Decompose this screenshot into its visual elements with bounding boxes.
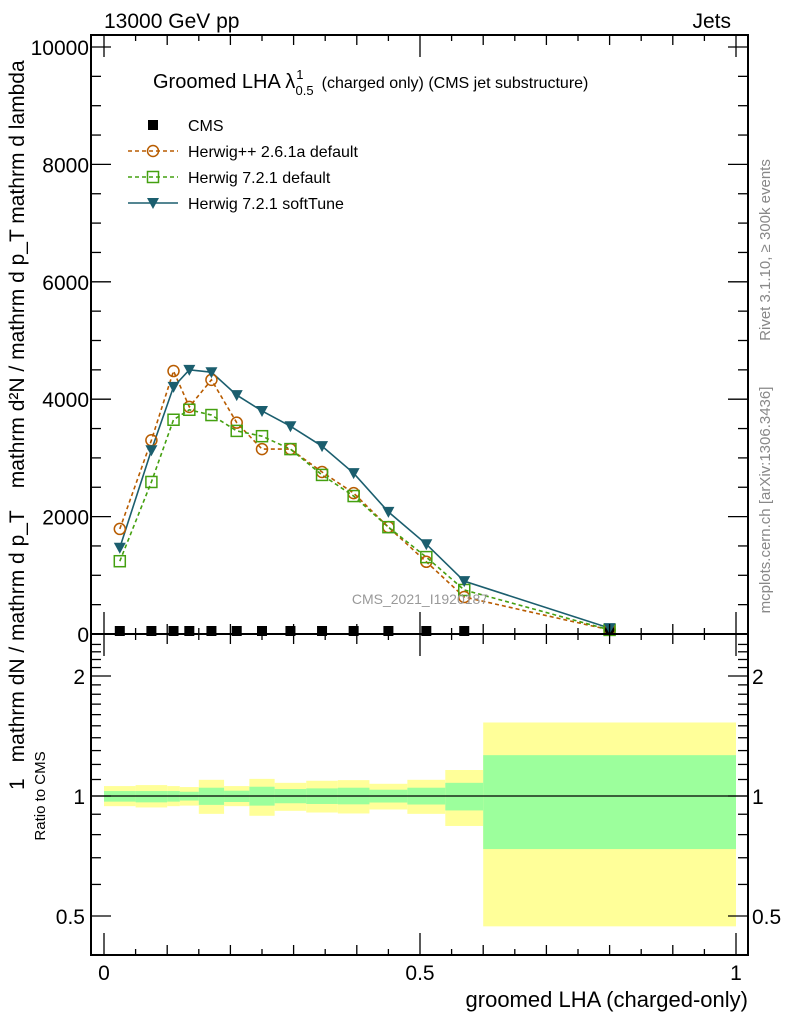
- data-point-cms: [206, 626, 217, 636]
- y-label-denominator: mathrm dN / mathrm d p_T: [6, 510, 29, 762]
- data-point-herwig-7-2-1-softtune: [420, 539, 433, 551]
- header-right: Jets: [692, 10, 731, 33]
- legend-marker-herwig-2-6-1a-default: [146, 144, 160, 158]
- data-point-cms: [184, 626, 195, 636]
- legend-label-herwig-7-2-1-default: Herwig 7.2.1 default: [188, 170, 331, 187]
- legend-marker-herwig-7-2-1-softtune: [147, 198, 159, 209]
- y-tick-label: 6000: [42, 272, 89, 295]
- legend-label-herwig-7-2-1-softtune: Herwig 7.2.1 softTune: [188, 196, 344, 213]
- data-point-herwig-7-2-1-softtune: [382, 506, 395, 518]
- data-point-herwig-7-2-1-softtune: [230, 390, 243, 402]
- y-axis-label-ratio: Ratio to CMS: [32, 751, 49, 840]
- x-tick-label: 1: [730, 962, 742, 985]
- data-point-herwig-2-6-1a-default: [230, 416, 243, 429]
- data-point-herwig-7-2-1-default: [167, 413, 180, 426]
- data-point-herwig-7-2-1-softtune: [256, 405, 268, 417]
- data-point-herwig-7-2-1-softtune: [205, 367, 218, 379]
- data-point-herwig-7-2-1-softtune: [183, 364, 196, 376]
- ratio-y-tick-label-right: 0.5: [752, 906, 781, 929]
- main-series-markers: [113, 364, 616, 637]
- data-point-herwig-7-2-1-softtune: [284, 421, 297, 433]
- legend-label-cms: CMS: [188, 118, 224, 135]
- data-point-herwig-7-2-1-softtune: [167, 381, 180, 393]
- ratio-y-tick-label: 0.5: [56, 906, 85, 929]
- data-point-cms: [348, 626, 359, 636]
- series-line-herwig-7-2-1-default: [119, 408, 610, 631]
- watermark: CMS_2021_I1920187: [352, 591, 488, 607]
- data-point-herwig-7-2-1-default: [145, 475, 158, 489]
- data-point-cms: [146, 626, 157, 636]
- y-tick-label: 8000: [42, 154, 89, 177]
- data-point-cms: [317, 626, 328, 636]
- data-point-herwig-7-2-1-default: [382, 520, 395, 534]
- data-point-herwig-7-2-1-default: [230, 424, 243, 438]
- data-point-herwig-7-2-1-softtune: [458, 576, 471, 588]
- x-axis-label: groomed LHA (charged-only): [466, 987, 748, 1012]
- ratio-bands: [104, 722, 736, 927]
- data-point-cms: [421, 626, 432, 636]
- data-point-herwig-2-6-1a-default: [382, 520, 395, 534]
- stat-band-bin: [135, 791, 168, 803]
- header-left: 13000 GeV pp: [104, 10, 239, 33]
- axes: 0 0.5 1 0 2000 4000 6000 8000 10000 0.5 0.5 1 1 2 2: [31, 34, 781, 985]
- y-tick-label: 10000: [31, 37, 89, 60]
- svg-text:1mathrm dN / mathrm d p_Tmathr: 1 mathrm dN / mathrm d p_T mathrm d²N / ma…: [6, 60, 29, 790]
- data-point-herwig-7-2-1-softtune: [347, 468, 360, 480]
- data-point-herwig-7-2-1-default: [255, 429, 269, 443]
- y-tick-label: 0: [77, 624, 89, 647]
- data-point-cms: [114, 626, 125, 636]
- data-point-herwig-7-2-1-softtune: [316, 441, 329, 453]
- y-label-numerator: 1: [6, 778, 29, 790]
- legend-label-herwig-2-6-1a-default: Herwig++ 2.6.1a default: [188, 144, 358, 161]
- data-point-herwig-7-2-1-default: [315, 468, 329, 482]
- data-point-herwig-7-2-1-default: [113, 554, 127, 568]
- data-point-herwig-7-2-1-softtune: [145, 445, 158, 457]
- data-point-herwig-2-6-1a-default: [113, 522, 127, 536]
- data-point-cms: [168, 626, 179, 636]
- data-point-herwig-2-6-1a-default: [255, 442, 269, 456]
- y-tick-label: 4000: [42, 389, 89, 412]
- legend-marker-herwig-7-2-1-default: [146, 170, 160, 184]
- ratio-y-tick-label-right: 2: [752, 666, 764, 689]
- data-point-cms: [459, 626, 470, 636]
- ratio-y-tick-label: 2: [73, 666, 85, 689]
- plot-title: Groomed LHA λ1 0.5 (charged only) (CMS jet…: [153, 67, 588, 98]
- data-point-herwig-7-2-1-default: [420, 550, 433, 564]
- data-point-herwig-7-2-1-softtune: [113, 542, 126, 554]
- mcplots-label: mcplots.cern.ch [arXiv:1306.3436]: [757, 387, 774, 614]
- legend-marker-cms: [148, 120, 158, 130]
- y-label-part2: mathrm d²N / mathrm d p_T mathrm d lambd…: [6, 60, 29, 488]
- series-line-herwig-7-2-1-softtune: [119, 369, 610, 629]
- stat-band-bin: [483, 755, 736, 850]
- data-point-cms: [285, 626, 296, 636]
- rivet-label: Rivet 3.1.10, ≥ 300k events: [757, 159, 774, 341]
- data-point-herwig-7-2-1-default: [284, 442, 297, 456]
- y-axis-label-main: 1 mathrm dN / mathrm d p_T mathrm d²N / ma…: [6, 60, 29, 790]
- x-tick-label: 0: [98, 962, 110, 985]
- legend: CMS Herwig++ 2.6.1a default Herwig 7.2.1 d…: [128, 118, 358, 213]
- ratio-y-tick-label-right: 1: [752, 786, 764, 809]
- data-point-herwig-7-2-1-default: [205, 408, 218, 422]
- x-tick-label: 0.5: [405, 962, 434, 985]
- data-point-herwig-2-6-1a-default: [457, 590, 471, 604]
- data-point-herwig-2-6-1a-default: [167, 364, 180, 378]
- data-point-herwig-7-2-1-default: [347, 489, 360, 503]
- data-point-cms: [231, 626, 242, 636]
- y-tick-label: 2000: [42, 507, 89, 530]
- ratio-y-tick-label: 1: [73, 786, 85, 809]
- data-point-herwig-7-2-1-default: [183, 403, 196, 417]
